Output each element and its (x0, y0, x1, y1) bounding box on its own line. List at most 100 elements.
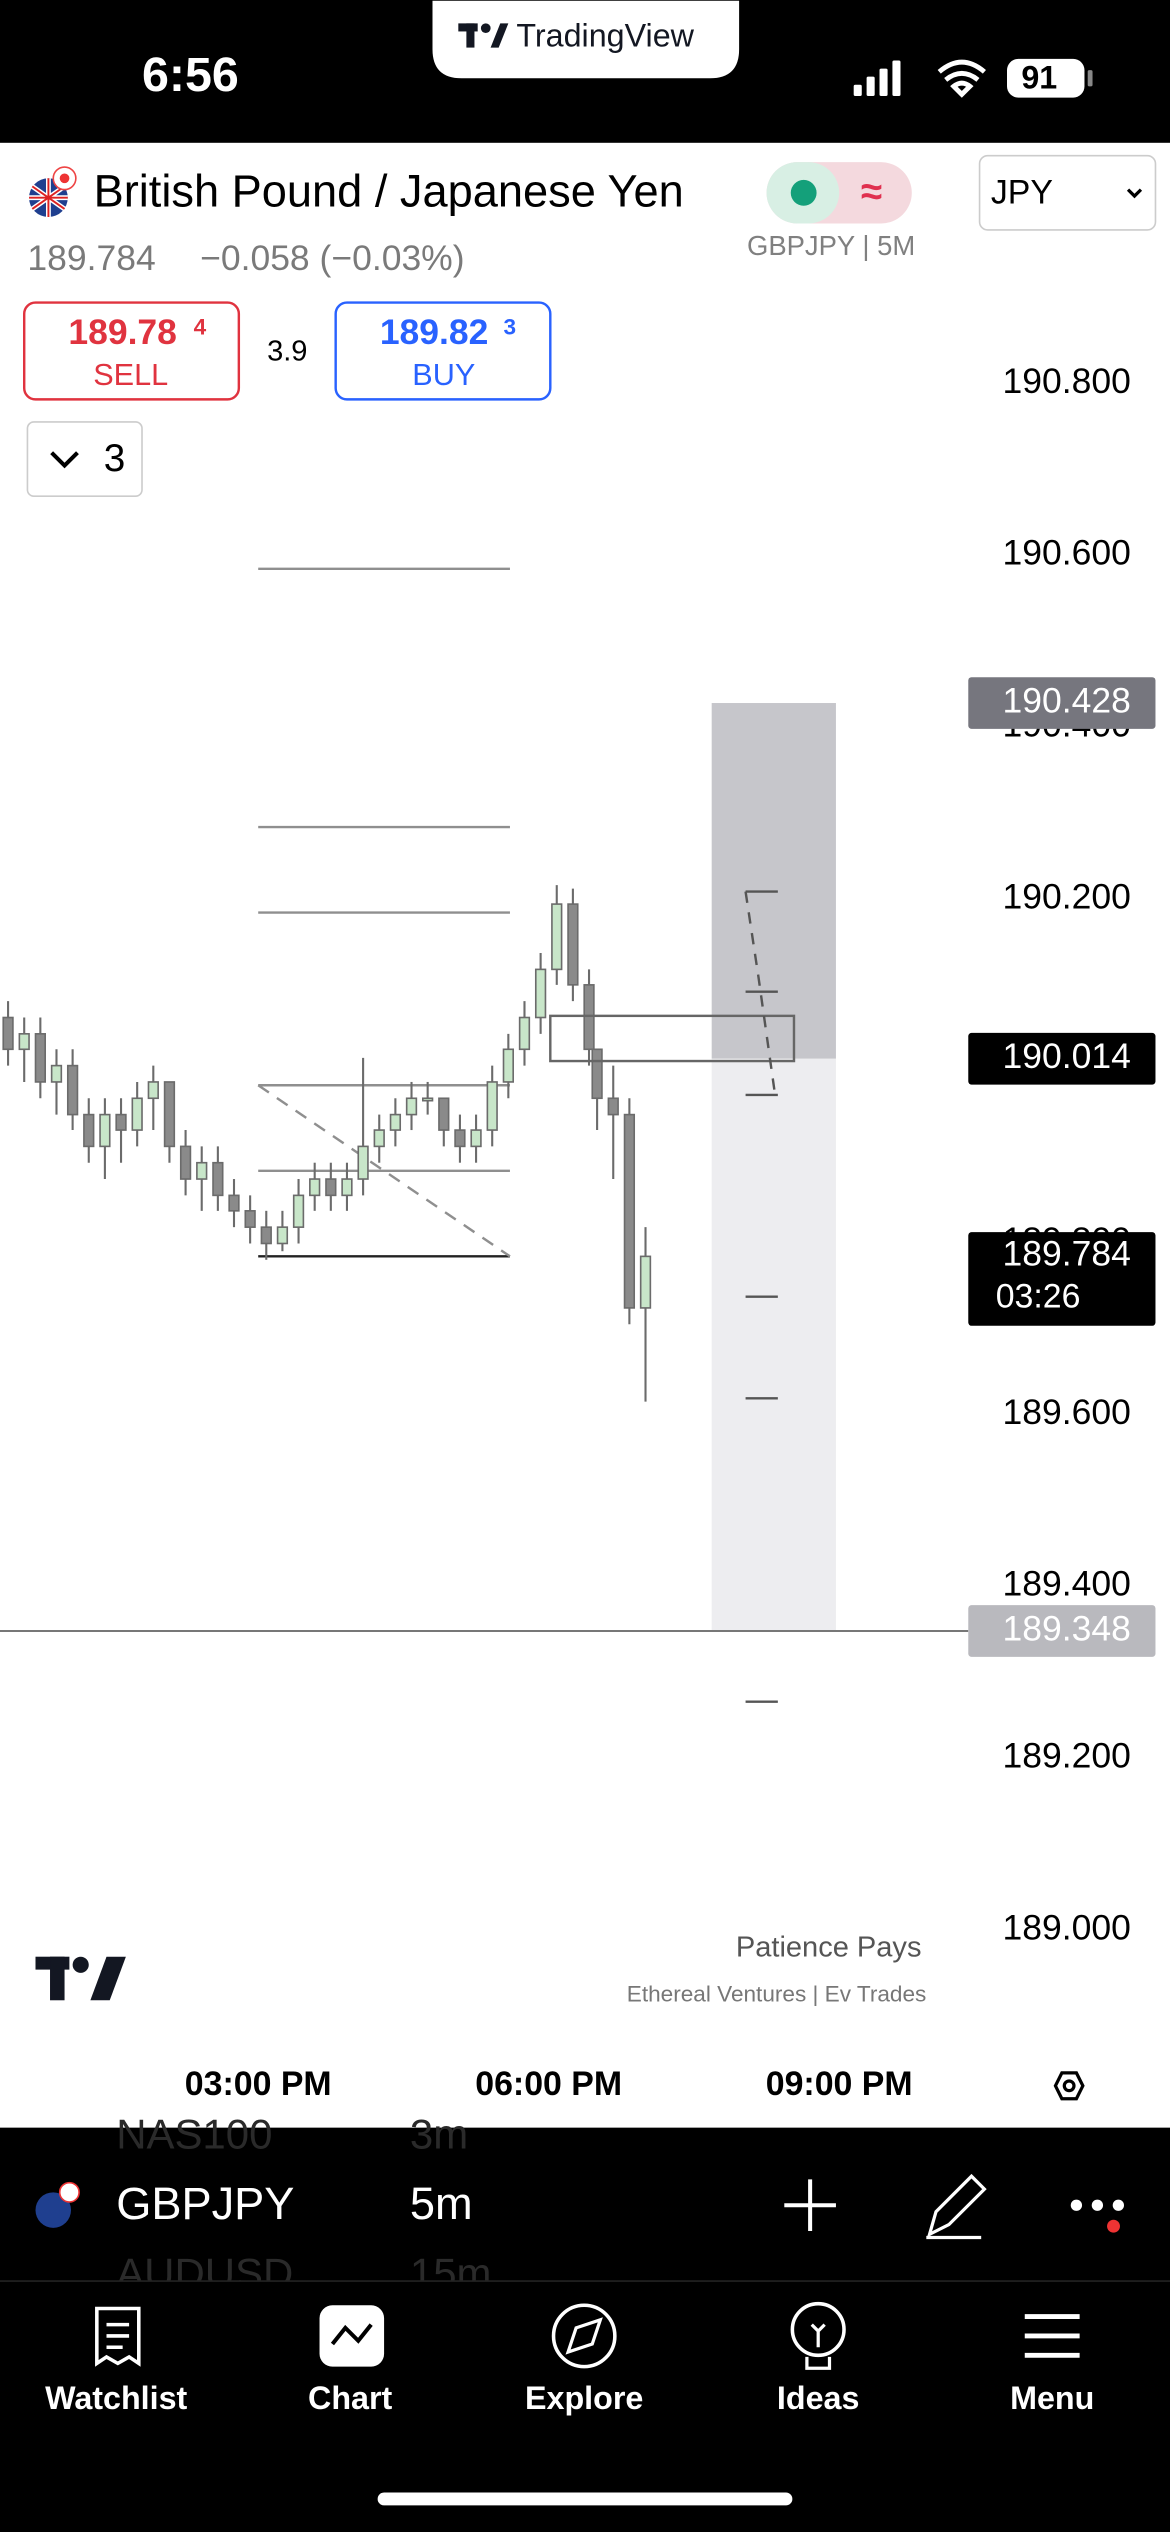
price-badge-label: 190.428 (1003, 680, 1131, 720)
candle-body (212, 1161, 224, 1197)
candle-body (422, 1097, 434, 1102)
tab-label[interactable]: Chart (308, 2380, 393, 2416)
tab-label[interactable]: Menu (1010, 2380, 1094, 2416)
battery (1007, 58, 1085, 98)
candle-body (276, 1226, 289, 1245)
price-badge (968, 677, 1156, 729)
currency-dropdown[interactable] (978, 154, 1157, 231)
candle-body (438, 1097, 450, 1131)
price-badge (968, 1605, 1156, 1657)
market-wave: ≈ (861, 171, 882, 214)
dropdown-caret (1126, 188, 1143, 199)
toolbar-interval[interactable]: 5m (410, 2178, 473, 2229)
currency[interactable]: JPY (991, 173, 1053, 211)
indicators-toggle[interactable] (26, 421, 143, 498)
candle-body (470, 1129, 482, 1148)
battery-tip (1087, 70, 1093, 87)
tab-bar (0, 2281, 1170, 2532)
app-name: TradingView (516, 17, 694, 53)
candle-body (179, 1145, 192, 1180)
candle-body (389, 1113, 402, 1131)
countdown: 03:26 (996, 1277, 1081, 1315)
candle-body (66, 1064, 79, 1116)
candle-body (244, 1210, 256, 1228)
tab-label[interactable]: Watchlist (45, 2380, 187, 2416)
price-badge-label: 190.014 (1003, 1036, 1131, 1076)
watchlist-icon[interactable] (95, 2306, 141, 2367)
projection (744, 890, 778, 1703)
candle-body (518, 1016, 531, 1051)
candle-body (567, 903, 579, 986)
candle-body (607, 1097, 619, 1116)
x-tick-label: 03:00 PM (185, 2065, 332, 2103)
draw-button[interactable] (926, 2173, 987, 2240)
candle-body (502, 1048, 514, 1083)
indicators-count: 3 (104, 437, 126, 480)
symbol-interval: GBPJPY | 5M (747, 230, 915, 261)
menu-icon[interactable] (1024, 2314, 1080, 2358)
ghost-interval: 3m (410, 2111, 468, 2158)
tab-label[interactable]: Ideas (777, 2380, 860, 2416)
candle-body (551, 903, 563, 971)
wifi-icon (937, 59, 986, 98)
x-tick-label: 06:00 PM (475, 2065, 622, 2103)
y-tick-label: 190.200 (1003, 876, 1131, 916)
toolbar (0, 2127, 1170, 2282)
candle-body (405, 1097, 418, 1116)
ideas-bulb (805, 2323, 832, 2370)
sell-button[interactable] (22, 301, 241, 401)
candle-body (373, 1129, 385, 1148)
instrument-title: British Pound / Japanese Yen (94, 165, 684, 216)
candle-body (50, 1064, 63, 1083)
candle-body (196, 1161, 208, 1180)
ideas-icon[interactable] (790, 2301, 846, 2358)
candle-body (2, 1016, 14, 1051)
watermark-subtitle: Ethereal Ventures | Ev Trades (627, 1981, 927, 2006)
y-tick-label: 189.600 (1003, 1392, 1131, 1432)
tab-label[interactable]: Explore (525, 2380, 643, 2416)
flag-cross-red (29, 178, 68, 218)
spread: 3.9 (267, 335, 307, 367)
price-badge (968, 1232, 1156, 1326)
candle-body (583, 984, 595, 1051)
x-tick-label: 09:00 PM (766, 2065, 913, 2103)
sell-pip: 4 (194, 314, 207, 339)
flag-jp (58, 2181, 80, 2203)
candle-body (309, 1178, 321, 1197)
explore-icon[interactable] (551, 2303, 617, 2369)
app-pill (432, 0, 740, 79)
toolbar-symbol[interactable]: GBPJPY (116, 2178, 294, 2229)
candle-body (260, 1226, 272, 1245)
explore-needle (565, 2317, 603, 2355)
market-dot (790, 179, 817, 206)
candle-body (34, 1033, 46, 1083)
home-indicator (377, 2492, 793, 2506)
candle-body (341, 1178, 353, 1197)
candle-body (147, 1081, 159, 1100)
buy-button[interactable] (334, 301, 552, 401)
watermark-title: Patience Pays (736, 1931, 922, 1963)
candle-body (115, 1113, 127, 1131)
add-button[interactable] (784, 2179, 836, 2232)
notification-dot (1107, 2219, 1120, 2233)
settings-icon[interactable] (1053, 2071, 1085, 2101)
price-badge-label: 189.348 (1003, 1608, 1131, 1648)
chart-icon-line (330, 2323, 373, 2346)
price-badge-label: 189.784 (1003, 1234, 1131, 1274)
plot (0, 703, 969, 1632)
more-button[interactable] (1070, 2199, 1125, 2211)
sell-label: SELL (93, 358, 168, 392)
y-tick-label: 190.800 (1003, 361, 1131, 401)
candle-body (486, 1081, 498, 1131)
candle-body (131, 1097, 143, 1131)
candle-body (18, 1033, 30, 1051)
flag-gb (35, 2192, 72, 2228)
candle-body (639, 1255, 652, 1309)
battery-level: 91 (1021, 59, 1057, 95)
zone-box (549, 1014, 796, 1063)
candle-body (228, 1194, 240, 1212)
buy-pip: 3 (504, 314, 517, 339)
y-tick-label: 189.400 (1003, 1564, 1131, 1604)
